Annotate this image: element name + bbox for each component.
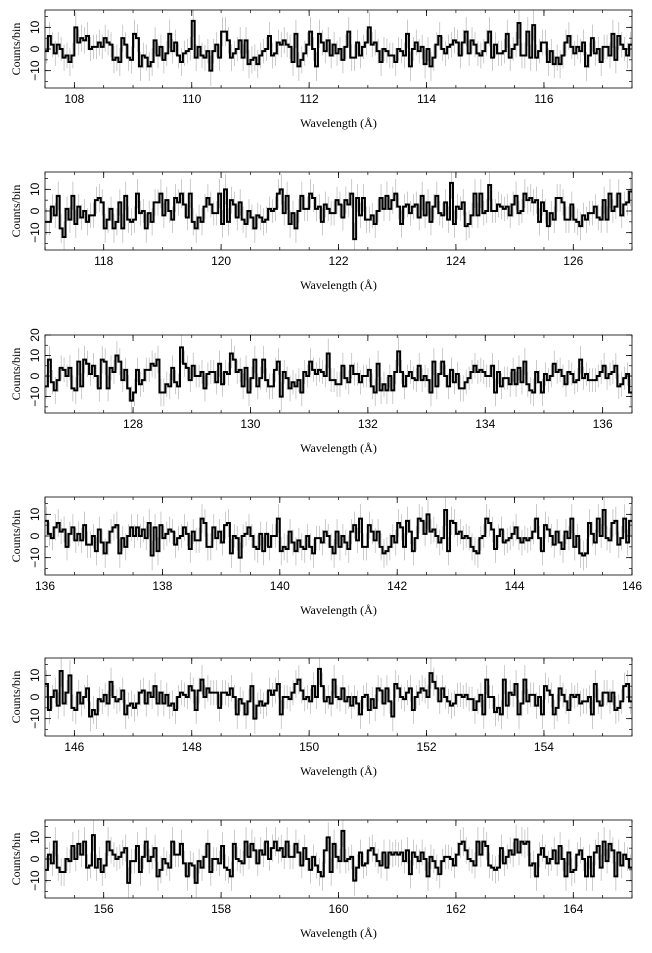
y-tick-label: 10 xyxy=(28,830,42,844)
x-tick-label: 148 xyxy=(182,740,202,754)
x-tick-label: 156 xyxy=(94,902,114,916)
x-tick-label: 140 xyxy=(270,579,290,593)
x-tick-label: 120 xyxy=(211,254,231,268)
error-bars xyxy=(46,10,631,86)
y-tick-label: 0 xyxy=(28,372,42,379)
x-tick-label: 118 xyxy=(94,254,113,268)
spectrum-line xyxy=(45,829,632,884)
spectrum-line xyxy=(45,346,632,402)
x-tick-label: 114 xyxy=(417,92,436,106)
x-tick-label: 124 xyxy=(446,254,466,268)
y-axis-label: Counts/bin xyxy=(9,510,23,563)
x-tick-label: 158 xyxy=(211,902,231,916)
x-tick-label: 128 xyxy=(123,417,143,431)
spectrum-panel-2: 118 120 122 124 126 −10 0 10 Counts/bin Wavelengt… xyxy=(9,171,633,292)
x-tick-label: 110 xyxy=(182,92,201,106)
x-tick-label: 146 xyxy=(64,740,84,754)
x-tick-label: 126 xyxy=(563,254,583,268)
y-tick-label: 10 xyxy=(28,507,42,521)
x-tick-label: 164 xyxy=(563,902,583,916)
y-tick-label: 0 xyxy=(28,207,42,214)
x-tick-label: 134 xyxy=(475,417,495,431)
y-tick-label: 0 xyxy=(28,532,42,539)
x-axis-label: Wavelength (Å) xyxy=(300,441,377,455)
x-axis-label: Wavelength (Å) xyxy=(300,116,377,130)
y-axis-label: Counts/bin xyxy=(9,833,23,886)
y-tick-label: 10 xyxy=(28,20,42,34)
x-tick-label: 146 xyxy=(622,579,642,593)
y-axis-label: Counts/bin xyxy=(9,23,23,76)
x-tick-label: 142 xyxy=(387,579,407,593)
x-tick-label: 138 xyxy=(152,579,172,593)
x-tick-label: 130 xyxy=(240,417,260,431)
error-bars xyxy=(46,172,631,250)
y-tick-label: 0 xyxy=(28,693,42,700)
x-axis-label: Wavelength (Å) xyxy=(300,764,377,778)
spectrum-line xyxy=(45,509,632,559)
y-tick-label: 10 xyxy=(28,182,42,196)
spectrum-panel-3: 128 130 132 134 136 −10 0 10 20 Counts/bin Wavelen… xyxy=(9,328,633,455)
y-tick-label: 20 xyxy=(28,328,42,342)
x-tick-label: 122 xyxy=(328,254,348,268)
x-tick-label: 108 xyxy=(64,92,84,106)
y-tick-label: 0 xyxy=(28,45,42,52)
x-axis-label: Wavelength (Å) xyxy=(300,603,377,617)
y-tick-label: −10 xyxy=(28,547,42,568)
x-tick-label: 152 xyxy=(417,740,437,754)
spectrum-panel-5: 146 148 150 152 154 −10 0 10 Counts/bin Wavelengt… xyxy=(9,657,633,778)
error-bars xyxy=(46,658,631,734)
x-axis-label: Wavelength (Å) xyxy=(300,278,377,292)
x-tick-label: 144 xyxy=(505,579,525,593)
x-tick-label: 162 xyxy=(446,902,466,916)
spectrum-panel-1: 108 110 112 114 116 −10 0 10 Counts/bin Wavelengt… xyxy=(9,9,633,130)
x-tick-label: 132 xyxy=(358,417,378,431)
x-tick-label: 136 xyxy=(35,579,55,593)
y-tick-label: 10 xyxy=(28,349,42,363)
spectrum-panel-4: 136 138 140 142 144 146 −10 0 10 Counts/bin Wavele… xyxy=(9,496,642,617)
y-axis-label: Counts/bin xyxy=(9,185,23,238)
y-axis-label: Counts/bin xyxy=(9,671,23,724)
y-tick-label: 0 xyxy=(28,855,42,862)
x-axis-label: Wavelength (Å) xyxy=(300,926,377,940)
spectrum-line xyxy=(45,19,632,72)
error-bars xyxy=(46,335,631,413)
x-tick-label: 116 xyxy=(534,92,553,106)
y-tick-label: −10 xyxy=(28,708,42,729)
y-tick-label: 10 xyxy=(28,668,42,682)
x-tick-label: 154 xyxy=(534,740,554,754)
x-tick-label: 150 xyxy=(299,740,319,754)
spectrum-line xyxy=(45,181,632,241)
y-tick-label: −10 xyxy=(28,870,42,891)
spectrum-line xyxy=(45,667,632,720)
spectrum-panel-6: 156 158 160 162 164 −10 0 10 Counts/bin Wavelengt… xyxy=(9,819,633,940)
x-tick-label: 160 xyxy=(328,902,348,916)
x-tick-label: 136 xyxy=(593,417,613,431)
y-axis-label: Counts/bin xyxy=(9,348,23,401)
y-tick-label: −10 xyxy=(28,386,42,407)
x-tick-label: 112 xyxy=(300,92,319,106)
y-tick-label: −10 xyxy=(28,60,42,81)
y-tick-label: −10 xyxy=(28,222,42,243)
